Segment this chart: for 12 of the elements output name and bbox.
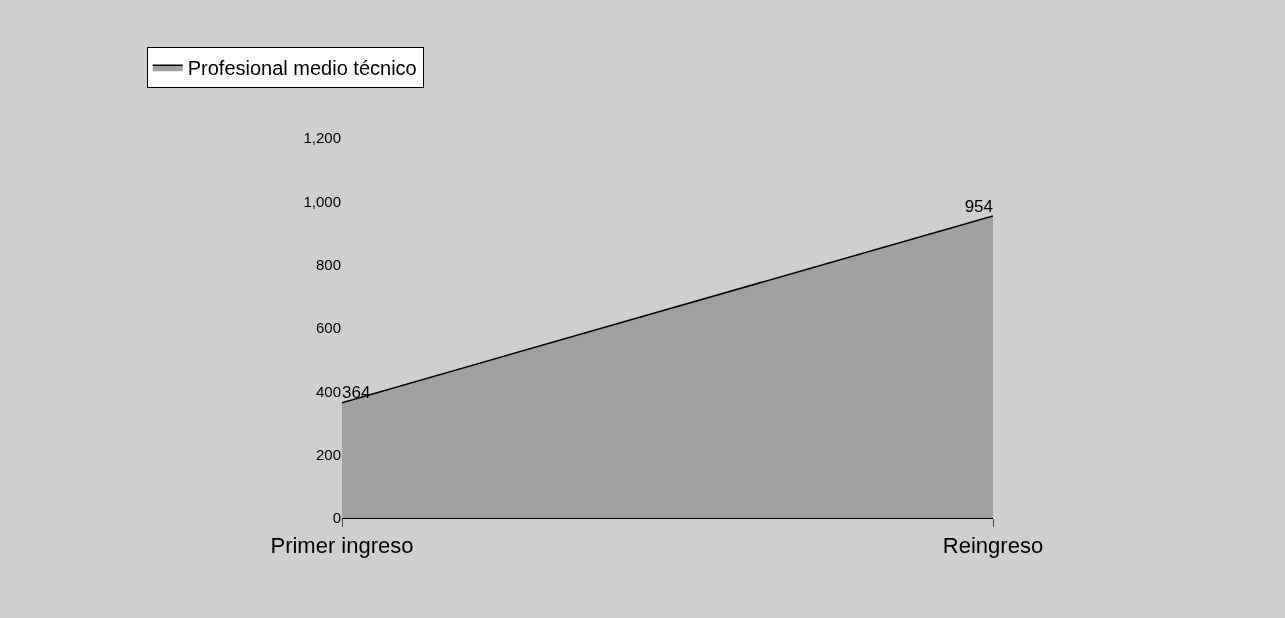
legend-label: Profesional medio técnico bbox=[187, 57, 417, 80]
y-tick-label: 600 bbox=[315, 319, 341, 337]
y-tick-label: 0 bbox=[332, 509, 341, 527]
y-tick-label: 800 bbox=[315, 255, 341, 273]
data-label: 954 bbox=[964, 196, 993, 216]
x-tick-label: Reingreso bbox=[942, 533, 1044, 559]
y-tick-label: 400 bbox=[315, 382, 341, 400]
y-tick-label: 1,200 bbox=[303, 129, 341, 147]
y-tick-label: 200 bbox=[315, 445, 341, 463]
y-tick-label: 1,000 bbox=[303, 192, 341, 210]
data-label: 364 bbox=[342, 383, 371, 403]
x-tick-label: Primer ingreso bbox=[270, 533, 414, 559]
